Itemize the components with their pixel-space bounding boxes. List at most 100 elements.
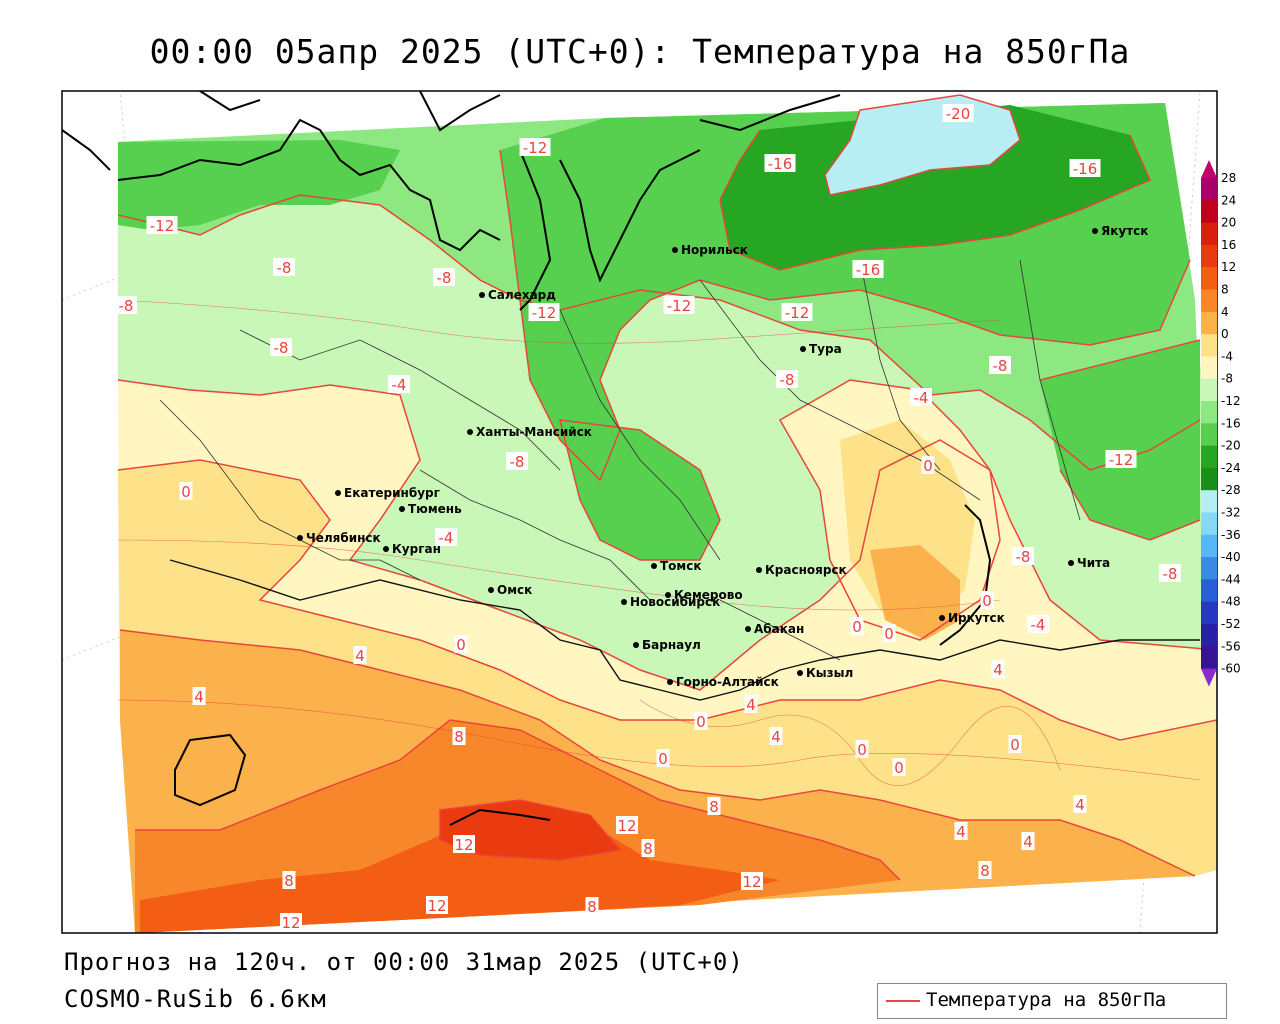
isotherm-label: -8 bbox=[437, 269, 452, 287]
city-marker bbox=[800, 346, 806, 352]
city-marker bbox=[745, 626, 751, 632]
isotherm-label-bg bbox=[454, 635, 468, 653]
colorbar-tick-label: 24 bbox=[1221, 193, 1236, 207]
colorbar-top-arrow bbox=[1201, 160, 1217, 178]
isotherm-label: 8 bbox=[709, 798, 719, 816]
city-label: Кызыл bbox=[806, 666, 853, 680]
isotherm-label: 0 bbox=[894, 759, 904, 777]
isotherm-label-bg bbox=[764, 154, 796, 172]
city-marker bbox=[756, 567, 762, 573]
city-marker bbox=[633, 642, 639, 648]
colorbar-tick-label: -24 bbox=[1221, 461, 1241, 475]
colorbar-swatch bbox=[1201, 356, 1217, 380]
city-marker bbox=[399, 506, 405, 512]
isotherm-label-bg bbox=[769, 727, 783, 745]
isotherm-label-bg bbox=[426, 896, 448, 914]
isotherm-label-bg bbox=[663, 296, 695, 314]
city-label: Красноярск bbox=[765, 563, 847, 577]
isotherm-label-bg bbox=[433, 268, 455, 286]
city-marker bbox=[939, 615, 945, 621]
isotherm-label: 12 bbox=[427, 897, 446, 915]
colorbar-swatch bbox=[1201, 624, 1217, 647]
isotherm-label-bg bbox=[1159, 564, 1181, 582]
city-label: Тюмень bbox=[408, 502, 462, 516]
colorbar-swatch bbox=[1201, 512, 1217, 536]
colorbar-swatch bbox=[1201, 178, 1217, 201]
isotherm-label-bg bbox=[115, 296, 137, 314]
colorbar-tick-label: -28 bbox=[1221, 483, 1241, 497]
band-8-east bbox=[870, 545, 960, 640]
colorbar-swatch bbox=[1201, 601, 1217, 625]
city-label: Якутск bbox=[1101, 224, 1148, 238]
colorbar-swatch bbox=[1201, 579, 1217, 603]
isotherm-label: -8 bbox=[277, 259, 292, 277]
map-title: 00:00 05апр 2025 (UTC+0): Температура на… bbox=[149, 32, 1131, 71]
city-label: Омск bbox=[497, 583, 532, 597]
colorbar-swatch bbox=[1201, 311, 1217, 335]
city-label: Чита bbox=[1077, 556, 1110, 570]
city-marker bbox=[621, 599, 627, 605]
isotherm-label-bg bbox=[519, 138, 551, 156]
city-marker bbox=[667, 679, 673, 685]
isotherm-label-bg bbox=[1021, 832, 1035, 850]
isotherm-label-bg bbox=[882, 624, 896, 642]
isotherm-label-bg bbox=[273, 258, 295, 276]
city-marker bbox=[651, 563, 657, 569]
city-marker bbox=[1068, 560, 1074, 566]
isotherm-label: -4 bbox=[914, 389, 929, 407]
city-label: Курган bbox=[392, 542, 441, 556]
isotherm-lines bbox=[117, 94, 1217, 881]
isotherm-label-bg bbox=[435, 528, 457, 546]
isotherm-label: 4 bbox=[194, 688, 204, 706]
isotherm-label-bg bbox=[280, 913, 302, 931]
isotherm-label: -20 bbox=[946, 105, 971, 123]
city-marker bbox=[335, 490, 341, 496]
isotherm-label: 12 bbox=[742, 873, 761, 891]
isotherm-label: -8 bbox=[510, 453, 525, 471]
isotherm-labels: -20 -16 -16 -16 -12 -12 -12 -12 -12 -12 -8 -8 -8 -8 -8… bbox=[115, 104, 1181, 932]
isotherm-label-bg bbox=[1073, 795, 1087, 813]
city-marker bbox=[665, 592, 671, 598]
isotherm-label: -8 bbox=[780, 371, 795, 389]
isotherm-label-bg bbox=[656, 749, 670, 767]
isotherm-label: -4 bbox=[1031, 616, 1046, 634]
city-label: Кемерово bbox=[674, 588, 743, 602]
isotherm-label: -16 bbox=[768, 155, 793, 173]
isotherm-label-bg bbox=[744, 695, 758, 713]
colorbar-tick-label: 0 bbox=[1221, 327, 1229, 341]
isotherm-label-bg bbox=[1069, 159, 1101, 177]
city-marker bbox=[467, 429, 473, 435]
isotherm-label: -12 bbox=[532, 304, 557, 322]
city-label: Барнаул bbox=[642, 638, 701, 652]
colorbar-swatch bbox=[1201, 445, 1217, 469]
isotherm-label: -8 bbox=[119, 297, 134, 315]
colorbar-tick-label: 20 bbox=[1221, 216, 1236, 230]
isotherm-label-bg bbox=[978, 861, 992, 879]
isotherm-label: 4 bbox=[993, 661, 1003, 679]
isotherm-label-bg bbox=[942, 104, 974, 122]
isotherm-label-bg bbox=[1008, 735, 1022, 753]
colorbar-swatch bbox=[1201, 490, 1217, 513]
isotherm-label: 4 bbox=[1075, 796, 1085, 814]
colorbar-swatch bbox=[1201, 646, 1217, 670]
colorbar-tick-label: -16 bbox=[1221, 416, 1241, 430]
colorbar-tick-label: -4 bbox=[1221, 349, 1233, 363]
colorbar-tick-label: -20 bbox=[1221, 439, 1241, 453]
legend-box: Температура на 850гПа bbox=[877, 983, 1227, 1019]
isotherm-label-bg bbox=[1012, 547, 1034, 565]
isotherm-label: 8 bbox=[454, 728, 464, 746]
coastline bbox=[62, 91, 992, 826]
cities-layer: Норильск Якутск Салехард Тура Ханты-Мансийск… bbox=[297, 224, 1148, 689]
city-marker bbox=[488, 587, 494, 593]
band-minus16 bbox=[720, 105, 1150, 270]
city-label: Екатеринбург bbox=[344, 486, 440, 500]
isotherm-label-bg bbox=[528, 303, 560, 321]
city-label: Новосибирск bbox=[630, 595, 720, 609]
isotherm-label-bg bbox=[694, 712, 708, 730]
legend-label: Температура на 850гПа bbox=[926, 989, 1167, 1011]
isotherm-label-bg bbox=[146, 216, 178, 234]
colorbar-tick-label: -56 bbox=[1221, 639, 1241, 653]
isotherm-label-bg bbox=[855, 740, 869, 758]
isotherm-label: -4 bbox=[439, 529, 454, 547]
isotherm-label-bg bbox=[892, 758, 906, 776]
